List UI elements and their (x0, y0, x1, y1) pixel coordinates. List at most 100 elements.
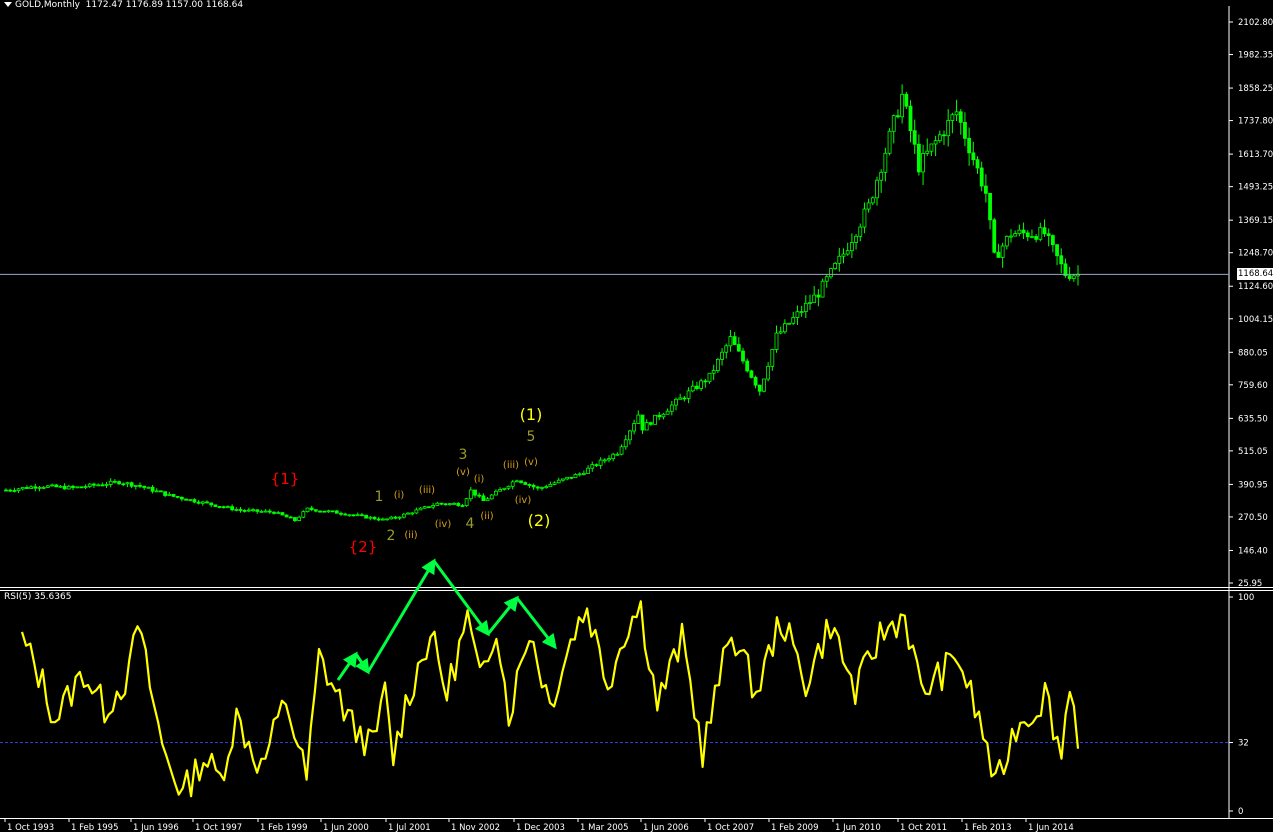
candle-body (795, 311, 800, 318)
candle-body (983, 185, 988, 194)
candle-body (280, 512, 285, 516)
candle-body (607, 458, 611, 461)
candle-body (665, 410, 670, 415)
candle-body (200, 501, 205, 504)
time-tick-label: 1 Oct 2011 (900, 823, 947, 832)
candle-body (263, 510, 268, 513)
candle-body (401, 513, 406, 518)
candle-body (824, 276, 829, 282)
candle-body (636, 414, 641, 424)
candle-body (841, 253, 846, 257)
candle-body (494, 490, 498, 496)
collapse-triangle-icon[interactable] (4, 2, 12, 7)
last-price-label: 1168.64 (1237, 268, 1273, 280)
price-tick-label: 1248.70 (1238, 249, 1273, 259)
candle-body (1071, 275, 1076, 279)
candle-body (648, 422, 653, 425)
candle-body (653, 414, 657, 425)
candle-body (778, 331, 783, 334)
candle-body (1009, 235, 1013, 238)
wave-label: 5 (527, 429, 536, 445)
candle-body (25, 487, 29, 489)
candle-body (971, 152, 976, 161)
candle-body (368, 516, 373, 519)
candle-body (447, 503, 452, 506)
candle-body (129, 482, 134, 487)
candle-body (473, 489, 477, 496)
candle-body (251, 509, 255, 512)
wave-label: (1) (520, 405, 543, 424)
annotation-arrow (336, 651, 358, 681)
candle-body (443, 503, 448, 506)
candle-body (347, 514, 352, 517)
candle-body (912, 130, 917, 145)
candle-body (87, 483, 92, 488)
candle-body (360, 514, 364, 517)
rsi-panel: 100 32 0 (0, 558, 1254, 817)
candle-body (728, 336, 733, 347)
candle-body (293, 517, 297, 521)
candle-body (104, 484, 109, 486)
candle-body (837, 255, 842, 264)
candle-body (741, 350, 745, 362)
candle-body (757, 384, 762, 392)
wave-label: (v) (456, 467, 470, 478)
candle-body (523, 482, 528, 485)
time-tick-label: 1 Feb 2009 (771, 823, 819, 832)
candle-body (221, 506, 226, 509)
price-tick-label: 1613.70 (1238, 150, 1273, 160)
candle-body (427, 506, 431, 509)
candle-body (640, 414, 645, 431)
candle-body (963, 121, 967, 139)
candle-body (334, 510, 339, 514)
candle-body (749, 370, 754, 378)
candle-body (309, 507, 314, 511)
candle-body (870, 197, 875, 204)
chart-symbol: GOLD,Monthly (15, 0, 80, 10)
wave-label: (2) (528, 511, 551, 530)
candle-body (343, 513, 348, 516)
candle-body (313, 509, 318, 512)
candle-body (159, 490, 163, 493)
candle-body (916, 143, 921, 173)
time-tick-label: 1 Jun 2000 (323, 823, 369, 832)
candle-body (979, 167, 984, 187)
candle-body (154, 490, 159, 493)
rsi-line (20, 600, 1080, 798)
candle-body (816, 294, 821, 298)
candle-body (50, 484, 54, 487)
candle-body (820, 280, 825, 298)
candle-body (171, 493, 176, 497)
candle-body (406, 512, 410, 515)
candle-body (1042, 227, 1047, 235)
candle-body (37, 486, 42, 489)
candle-body (682, 397, 687, 400)
price-tick-label: 880.05 (1238, 348, 1268, 358)
candle-body (330, 510, 335, 513)
candle-body (514, 480, 519, 483)
annotation-arrow (354, 653, 370, 675)
wave-label: (iv) (515, 495, 532, 506)
candle-body (556, 479, 561, 484)
candle-body (632, 423, 637, 432)
candle-body (745, 360, 750, 372)
candle-body (623, 439, 628, 448)
candle-body (552, 482, 557, 485)
chart-ohlc: 1172.47 1176.89 1157.00 1168.64 (85, 0, 244, 10)
candle-body (414, 509, 419, 514)
price-tick-label: 635.50 (1238, 414, 1268, 424)
candle-body (498, 489, 503, 492)
candle-body (380, 518, 385, 521)
candle-body (146, 486, 151, 489)
candle-body (996, 251, 1001, 258)
candle-body (674, 398, 678, 406)
rsi-header: RSI(5) 35.6365 (4, 592, 72, 602)
candle-body (715, 359, 720, 371)
candle-body (766, 365, 771, 380)
time-tick-label: 1 Jun 2014 (1028, 823, 1074, 832)
candle-body (217, 506, 222, 508)
candle-body (657, 414, 662, 418)
candle-body (531, 484, 536, 488)
candle-body (900, 93, 905, 118)
